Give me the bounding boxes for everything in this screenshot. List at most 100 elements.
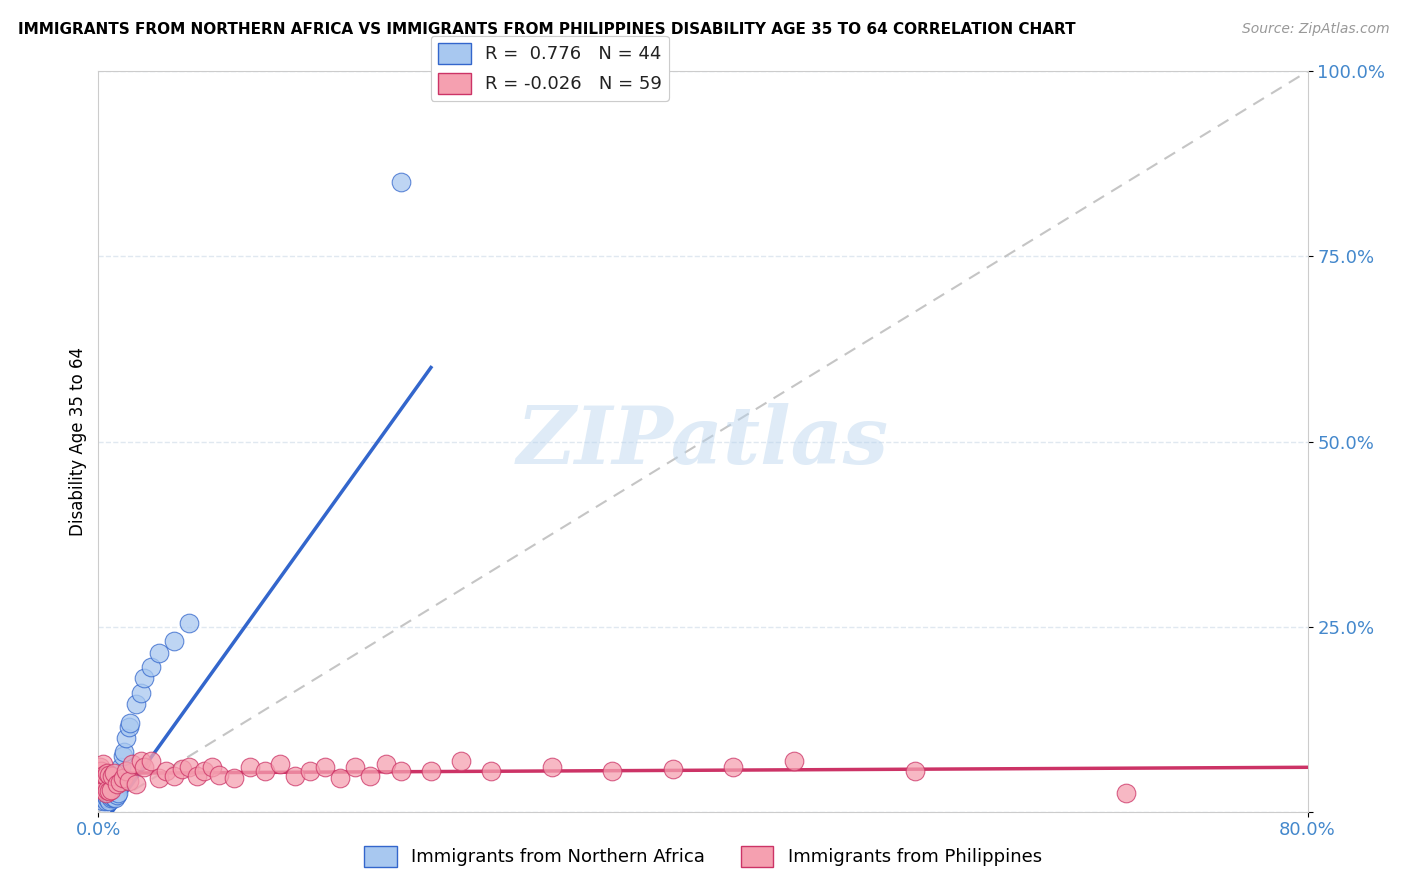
Point	[208, 767, 231, 781]
Point	[110, 760, 132, 774]
Point	[96, 776, 118, 790]
Point	[103, 766, 125, 780]
Point	[105, 789, 128, 803]
Point	[100, 791, 122, 805]
Point	[101, 775, 124, 789]
Point	[105, 776, 128, 790]
Point	[783, 755, 806, 769]
Point	[90, 786, 112, 800]
Point	[602, 764, 624, 778]
Point	[141, 755, 163, 769]
Point	[284, 769, 307, 783]
Point	[101, 769, 124, 783]
Point	[129, 686, 152, 700]
Y-axis label: Disability Age 35 to 64: Disability Age 35 to 64	[69, 347, 87, 536]
Point	[91, 794, 114, 808]
Point	[118, 773, 141, 788]
Point	[125, 698, 148, 712]
Point	[111, 772, 134, 786]
Point	[94, 786, 117, 800]
Point	[344, 760, 367, 774]
Point	[1115, 786, 1137, 800]
Point	[91, 756, 114, 771]
Point	[96, 786, 118, 800]
Point	[94, 794, 117, 808]
Point	[94, 769, 117, 783]
Point	[121, 756, 143, 771]
Point	[100, 782, 122, 797]
Point	[389, 764, 412, 778]
Legend: Immigrants from Northern Africa, Immigrants from Philippines: Immigrants from Northern Africa, Immigra…	[357, 838, 1049, 874]
Point	[94, 782, 117, 797]
Point	[224, 772, 246, 786]
Point	[98, 789, 121, 803]
Point	[91, 772, 114, 786]
Point	[450, 755, 472, 769]
Text: ZIPatlas: ZIPatlas	[517, 403, 889, 480]
Point	[374, 756, 396, 771]
Point	[239, 760, 262, 774]
Point	[108, 772, 131, 786]
Point	[111, 749, 134, 764]
Point	[89, 789, 111, 804]
Point	[96, 791, 118, 805]
Point	[98, 794, 121, 808]
Point	[148, 772, 170, 786]
Point	[93, 791, 115, 805]
Point	[93, 782, 115, 797]
Point	[314, 760, 336, 774]
Point	[91, 782, 114, 797]
Point	[329, 772, 352, 786]
Point	[104, 767, 127, 781]
Point	[179, 760, 201, 774]
Text: IMMIGRANTS FROM NORTHERN AFRICA VS IMMIGRANTS FROM PHILIPPINES DISABILITY AGE 35: IMMIGRANTS FROM NORTHERN AFRICA VS IMMIG…	[18, 22, 1076, 37]
Point	[108, 775, 131, 789]
Point	[186, 769, 208, 783]
Point	[120, 715, 142, 730]
Point	[112, 746, 135, 760]
Point	[100, 782, 122, 797]
Point	[148, 646, 170, 660]
Point	[91, 786, 114, 800]
Point	[299, 764, 322, 778]
Point	[94, 789, 117, 803]
Point	[360, 769, 382, 783]
Point	[93, 786, 115, 800]
Point	[481, 764, 503, 778]
Point	[89, 760, 111, 774]
Point	[141, 660, 163, 674]
Point	[94, 775, 117, 789]
Point	[90, 779, 112, 793]
Point	[132, 672, 155, 686]
Point	[118, 720, 141, 734]
Point	[90, 764, 112, 778]
Point	[96, 782, 118, 797]
Point	[91, 782, 114, 797]
Point	[179, 615, 201, 630]
Point	[132, 760, 155, 774]
Point	[93, 767, 115, 781]
Point	[253, 764, 276, 778]
Point	[661, 762, 683, 776]
Point	[125, 776, 148, 790]
Point	[96, 766, 118, 780]
Point	[98, 775, 121, 789]
Point	[103, 789, 125, 804]
Text: Source: ZipAtlas.com: Source: ZipAtlas.com	[1241, 22, 1389, 37]
Point	[103, 780, 125, 795]
Point	[98, 784, 121, 798]
Point	[107, 786, 129, 800]
Point	[98, 767, 121, 781]
Point	[93, 779, 115, 793]
Legend: R =  0.776   N = 44, R = -0.026   N = 59: R = 0.776 N = 44, R = -0.026 N = 59	[430, 36, 669, 101]
Point	[89, 775, 111, 789]
Point	[269, 756, 291, 771]
Point	[420, 764, 443, 778]
Point	[904, 764, 927, 778]
Point	[170, 762, 193, 776]
Point	[114, 731, 136, 745]
Point	[90, 789, 112, 804]
Point	[163, 634, 186, 648]
Point	[155, 764, 177, 778]
Point	[114, 764, 136, 778]
